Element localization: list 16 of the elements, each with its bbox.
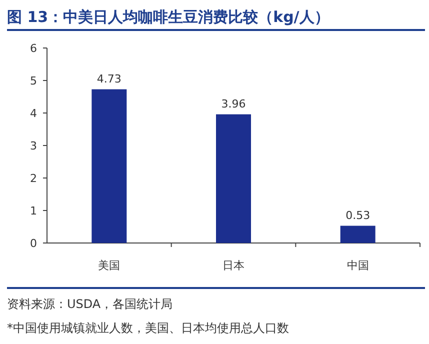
x-tick-label: 日本 xyxy=(222,259,244,272)
text: 资料来源：USDA，各国统计局 xyxy=(7,297,173,311)
y-tick-label: 2 xyxy=(30,172,37,185)
y-tick-label: 1 xyxy=(30,204,37,218)
text: *中国使用城镇就业人数，美国、日本均使用总人口数 xyxy=(7,321,289,335)
y-tick-label: 3 xyxy=(30,140,37,152)
y-tick-label: 0 xyxy=(30,237,37,250)
data-label: 4.73 xyxy=(96,72,122,86)
y-tick-label: 6 xyxy=(30,42,37,55)
x-tick-label: 中国 xyxy=(346,259,369,272)
y-tick-label: 5 xyxy=(30,74,37,88)
x-tick-label: 美国 xyxy=(98,259,120,272)
data-label: 3.96 xyxy=(221,97,246,110)
title: 图 13：中美日人均咖啡生豆消费比较（kg/人） xyxy=(7,8,330,26)
y-tick-label: 4 xyxy=(30,107,37,120)
data-label: 0.53 xyxy=(346,208,370,222)
